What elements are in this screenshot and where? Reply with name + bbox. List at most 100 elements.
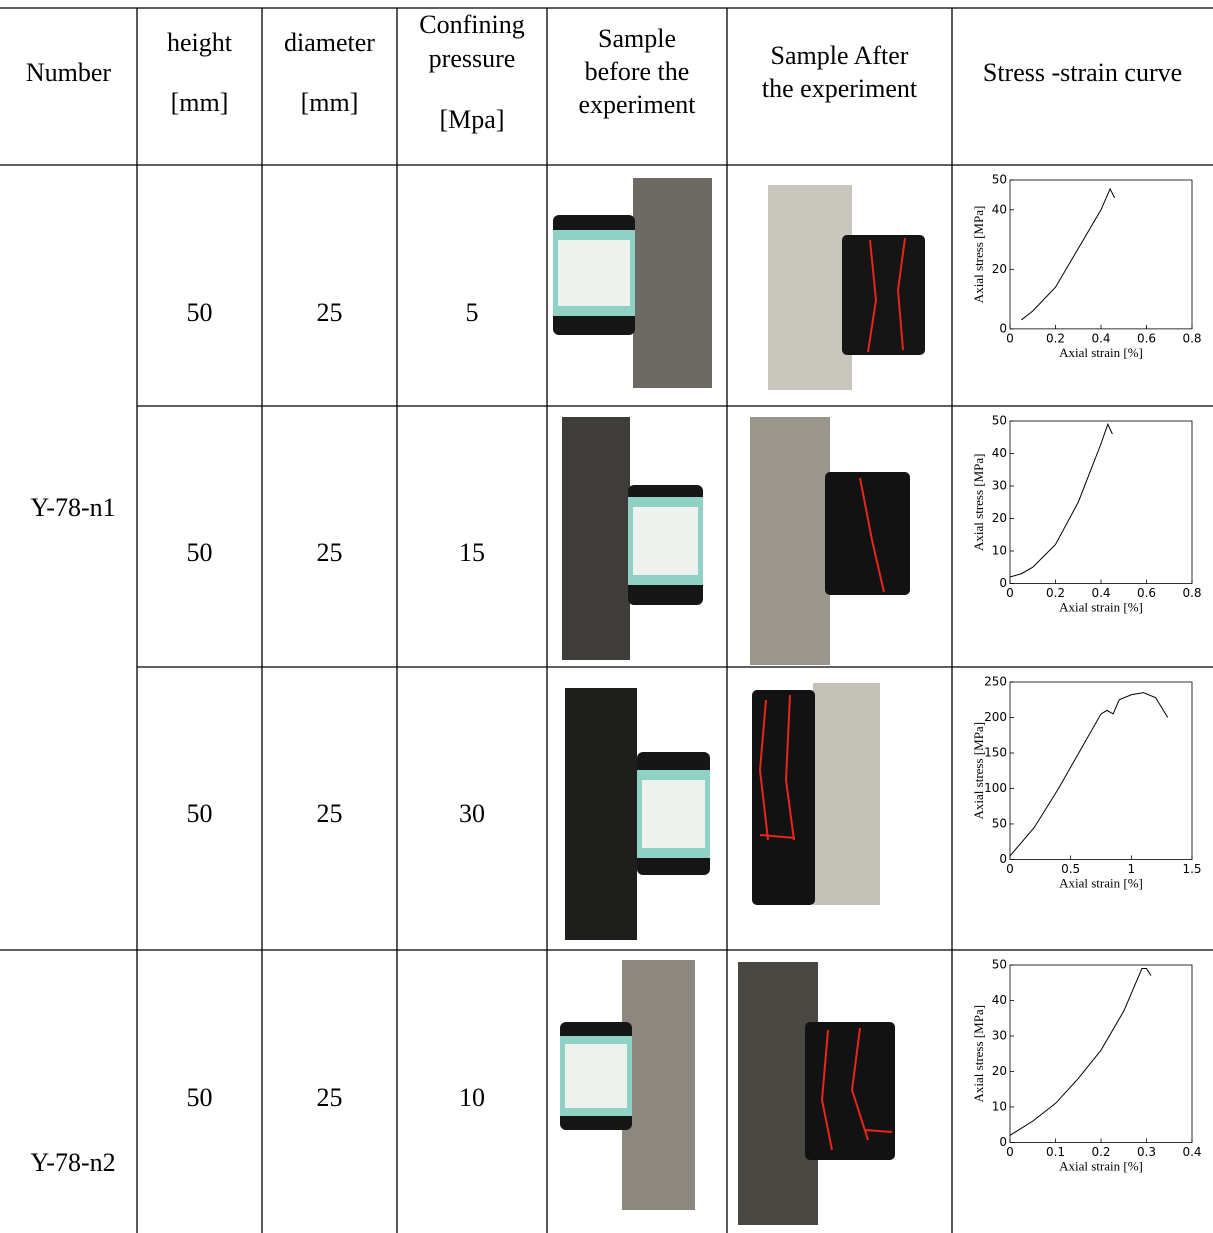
header-cell: [Mpa] xyxy=(440,105,505,134)
y-tick-label: 250 xyxy=(984,675,1007,689)
y-axis-label: Axial stress [MPa] xyxy=(971,1005,986,1103)
y-tick-label: 40 xyxy=(992,202,1007,216)
x-tick-label: 0 xyxy=(1006,862,1014,876)
pressure-cell: 5 xyxy=(466,298,479,327)
header-cell: [mm] xyxy=(171,88,229,117)
y-tick-label: 0 xyxy=(999,1135,1007,1149)
stress-strain-curve xyxy=(1010,969,1151,1136)
ruler xyxy=(633,178,712,388)
x-tick-label: 0 xyxy=(1006,586,1014,600)
y-tick-label: 50 xyxy=(992,816,1007,830)
x-axis-label: Axial strain [%] xyxy=(1059,599,1143,614)
x-tick-label: 0.1 xyxy=(1046,1145,1065,1159)
plot-frame xyxy=(1010,682,1192,859)
height-cell: 50 xyxy=(187,799,213,828)
diameter-cell: 25 xyxy=(317,1083,343,1112)
x-tick-label: 0 xyxy=(1006,331,1014,345)
sample-photo xyxy=(565,688,710,940)
ruler xyxy=(622,960,695,1210)
sample-photo xyxy=(560,960,695,1210)
sample-photo xyxy=(750,417,910,665)
header-cell: Sample After xyxy=(771,41,909,70)
x-tick-label: 0.4 xyxy=(1091,586,1110,600)
y-tick-label: 20 xyxy=(992,262,1007,276)
y-tick-label: 0 xyxy=(999,852,1007,866)
label xyxy=(633,507,698,575)
sample xyxy=(825,472,910,595)
x-axis-label: Axial strain [%] xyxy=(1059,345,1143,360)
x-tick-label: 0.6 xyxy=(1137,331,1156,345)
y-axis-label: Axial stress [MPa] xyxy=(971,453,986,551)
y-tick-label: 100 xyxy=(984,781,1007,795)
ruler xyxy=(562,417,630,660)
x-tick-label: 0.5 xyxy=(1061,862,1080,876)
header-cell: diameter xyxy=(284,28,375,57)
y-tick-label: 30 xyxy=(992,478,1007,492)
ruler xyxy=(750,417,830,665)
x-tick-label: 0.8 xyxy=(1182,331,1201,345)
header-cell: Sample xyxy=(598,24,676,53)
label xyxy=(558,240,630,306)
sample-number: Y-78-n2 xyxy=(30,1148,115,1177)
sample xyxy=(842,235,925,355)
x-tick-label: 1.5 xyxy=(1182,862,1201,876)
diameter-cell: 25 xyxy=(317,799,343,828)
x-tick-label: 0.6 xyxy=(1137,586,1156,600)
y-tick-label: 0 xyxy=(999,576,1007,590)
y-axis-label: Axial stress [MPa] xyxy=(971,206,986,304)
document: Numberheight[mm]diameter[mm]Confiningpre… xyxy=(0,0,1213,1233)
pressure-cell: 30 xyxy=(459,799,485,828)
sample-photo xyxy=(752,683,880,905)
stress-strain-curve xyxy=(1010,424,1112,577)
sample-photo xyxy=(738,962,895,1225)
y-tick-label: 30 xyxy=(992,1028,1007,1042)
label xyxy=(642,780,705,848)
y-axis-label: Axial stress [MPa] xyxy=(971,722,986,820)
x-tick-label: 0.4 xyxy=(1091,331,1110,345)
header-cell: before the xyxy=(585,57,690,86)
stress-strain-curve xyxy=(1021,189,1114,320)
header-cell: experiment xyxy=(579,90,697,119)
y-tick-label: 50 xyxy=(992,414,1007,428)
ruler xyxy=(565,688,637,940)
diameter-cell: 25 xyxy=(317,298,343,327)
header-cell: pressure xyxy=(429,44,516,73)
diameter-cell: 25 xyxy=(317,538,343,567)
x-axis-label: Axial strain [%] xyxy=(1059,875,1143,890)
y-tick-label: 10 xyxy=(992,1099,1007,1113)
stress-strain-curve xyxy=(1010,693,1168,856)
header-cell: Number xyxy=(26,58,112,87)
sample-photo xyxy=(768,185,925,390)
x-tick-label: 0.2 xyxy=(1091,1145,1110,1159)
sample xyxy=(752,690,815,905)
y-tick-label: 20 xyxy=(992,1064,1007,1078)
plot-frame xyxy=(1010,965,1192,1142)
header-cell: Confining xyxy=(419,10,524,39)
x-axis-label: Axial strain [%] xyxy=(1059,1158,1143,1173)
x-tick-label: 0.2 xyxy=(1046,331,1065,345)
y-tick-label: 40 xyxy=(992,446,1007,460)
sample xyxy=(805,1022,895,1160)
y-tick-label: 0 xyxy=(999,321,1007,335)
x-tick-label: 0.4 xyxy=(1182,1145,1201,1159)
sample-photo xyxy=(562,417,703,660)
y-tick-label: 50 xyxy=(992,173,1007,187)
sample-number: Y-78-n1 xyxy=(30,493,115,522)
ruler xyxy=(813,683,880,905)
height-cell: 50 xyxy=(187,538,213,567)
x-tick-label: 0.2 xyxy=(1046,586,1065,600)
label xyxy=(565,1044,627,1108)
ruler xyxy=(768,185,852,390)
y-tick-label: 20 xyxy=(992,511,1007,525)
header-cell: [mm] xyxy=(301,88,359,117)
y-tick-label: 40 xyxy=(992,993,1007,1007)
y-tick-label: 50 xyxy=(992,958,1007,972)
x-tick-label: 0.3 xyxy=(1137,1145,1156,1159)
height-cell: 50 xyxy=(187,1083,213,1112)
header-cell: the experiment xyxy=(762,74,918,103)
header-cell: Stress -strain curve xyxy=(983,58,1182,87)
pressure-cell: 15 xyxy=(459,538,485,567)
x-tick-label: 0.8 xyxy=(1182,586,1201,600)
y-tick-label: 150 xyxy=(984,745,1007,759)
sample-photo xyxy=(553,178,712,388)
